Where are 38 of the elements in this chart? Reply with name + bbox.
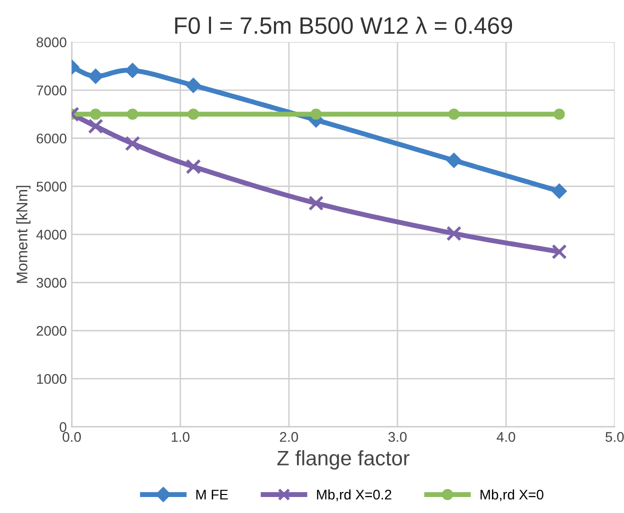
x-tick-label: 0.0 (62, 432, 81, 442)
y-tick-label: 1000 (37, 374, 66, 384)
y-axis-title: Moment [kNm] (16, 186, 30, 283)
point (124, 62, 140, 78)
y-tick-label: 2000 (36, 326, 66, 336)
chart-title: F0 l = 7.5m B500 W12 λ = 0.469 (175, 16, 512, 34)
x-tick-label: 3.0 (388, 432, 407, 442)
y-tick-label: 7000 (36, 85, 66, 96)
y-tick-label: 3000 (36, 278, 66, 288)
x-tick-label: 1.0 (172, 432, 190, 442)
point (88, 68, 104, 84)
point (552, 244, 567, 260)
point (448, 108, 460, 120)
point (88, 118, 104, 134)
legend-label: M FE (196, 490, 228, 500)
point (188, 108, 199, 120)
point (186, 78, 201, 93)
point (90, 108, 102, 120)
y-tick-label: 4000 (36, 230, 66, 240)
x-tick-label: 4.0 (496, 432, 516, 442)
point (124, 136, 140, 152)
point (446, 226, 462, 242)
y-tick-label: 8000 (36, 37, 66, 48)
y-tick-label: 6000 (36, 134, 66, 144)
point (446, 152, 462, 168)
x-tick-label: 5.0 (606, 432, 624, 442)
point (186, 158, 202, 174)
y-tick-label: 5000 (36, 182, 66, 192)
legend-label: Mb,rd X=0.2 (317, 489, 392, 502)
point (308, 196, 324, 211)
point (127, 108, 138, 120)
legend-label: Mb,rd X=0 (480, 489, 544, 502)
point (554, 108, 565, 120)
x-tick-label: 2.0 (280, 432, 298, 442)
x-axis-title: Z flange factor (277, 450, 410, 470)
point (310, 108, 322, 120)
y-tick-label: 0 (60, 422, 66, 432)
point (552, 184, 567, 199)
